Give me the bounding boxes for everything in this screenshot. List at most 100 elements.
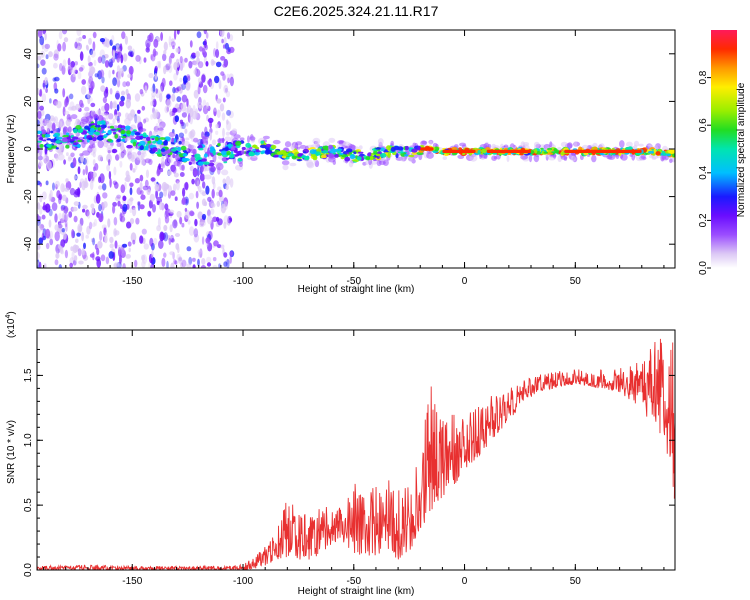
noise-speckle [85,209,90,217]
ridge-blob [77,139,83,143]
noise-speckle [99,38,106,43]
colorbar-tick-label: 0.6 [698,118,709,132]
ridge-halo [139,128,147,132]
noise-speckle [94,243,98,250]
ridge-halo [299,144,307,149]
noise-speckle [84,106,90,112]
noise-speckle [177,256,183,264]
ridge-blob [265,149,271,152]
noise-speckle [207,79,212,86]
noise-speckle [102,96,107,104]
noise-speckle [209,131,212,141]
ridge-blob [55,147,59,150]
ridge-halo [127,112,133,121]
ridge-halo [116,142,122,147]
noise-speckle [222,127,225,138]
noise-speckle [198,251,202,258]
ridge-blob [126,144,133,149]
ridge-halo [143,118,147,124]
noise-speckle [37,251,40,260]
ridge-halo [144,158,151,164]
ridge-halo [167,156,173,164]
noise-speckle [54,224,59,231]
ridge-blob [116,138,121,142]
ridge-halo [376,160,382,167]
noise-speckle [117,244,122,250]
ridge-blob [217,143,221,147]
noise-speckle [54,88,59,94]
noise-speckle [222,73,226,81]
noise-speckle [90,102,96,108]
noise-speckle [71,105,77,111]
noise-speckle [150,87,154,92]
ridge-blob [140,135,144,139]
ridge-blob [102,136,107,139]
noise-speckle [181,94,188,103]
noise-speckle [72,157,77,168]
noise-speckle [196,57,200,65]
noise-speckle [162,53,167,62]
noise-speckle [176,86,182,92]
noise-speckle [108,251,114,259]
noise-speckle [86,45,89,51]
x-tick-label: 0 [462,276,468,287]
ridge-halo [42,155,50,164]
ridge-halo [549,141,553,148]
noise-speckle [230,251,233,256]
noise-speckle [92,31,97,39]
noise-speckle [220,56,226,61]
noise-speckle [71,250,75,261]
noise-speckle [134,93,141,102]
noise-speckle [127,73,132,79]
colorbar-axes: 0.0 0.2 0.4 0.6 0.8 [698,70,711,275]
ridge-blob [560,152,566,155]
ridge-blob [70,139,75,142]
noise-speckle [116,194,121,199]
noise-speckle [108,170,112,180]
noise-speckle [226,109,232,116]
noise-speckle [204,126,208,136]
noise-speckle [67,65,71,74]
noise-speckle [101,54,106,64]
noise-speckle [137,109,141,114]
ridge-blob [147,140,152,144]
ridge-blob [77,143,81,148]
noise-speckle [163,65,167,75]
noise-speckle [203,201,208,207]
noise-speckle [116,44,120,53]
noise-speckle [226,121,232,131]
ridge-blob [201,158,207,162]
ridge-blob [333,149,337,153]
noise-speckle [146,42,150,51]
noise-speckle [210,208,215,215]
ridge-blob [226,150,231,156]
ridge-halo [117,112,122,117]
ridge-blob [125,125,131,131]
noise-speckle [191,52,197,59]
noise-speckle [169,224,173,233]
noise-speckle [112,77,117,86]
ridge-blob [357,151,364,154]
y-tick-label: 40 [23,48,34,60]
noise-speckle [170,38,175,44]
ridge-blob [625,147,633,151]
ridge-blob [547,147,553,151]
ridge-halo [87,146,93,153]
ridge-blob [170,148,177,152]
noise-speckle [100,85,106,92]
noise-speckle [201,213,207,221]
noise-speckle [62,88,66,98]
noise-speckle [189,115,193,125]
noise-speckle [203,38,207,49]
noise-speckle [92,237,96,246]
snr-xlabel: Height of straight line (km) [298,586,415,597]
noise-speckle [46,160,52,171]
ridge-halo [160,157,165,165]
ridge-halo [136,154,143,161]
ridge-blob [349,154,356,159]
noise-speckle [57,221,62,226]
noise-speckle [202,105,209,115]
noise-speckle [49,230,54,240]
noise-speckle [170,238,175,243]
noise-speckle [116,65,121,73]
